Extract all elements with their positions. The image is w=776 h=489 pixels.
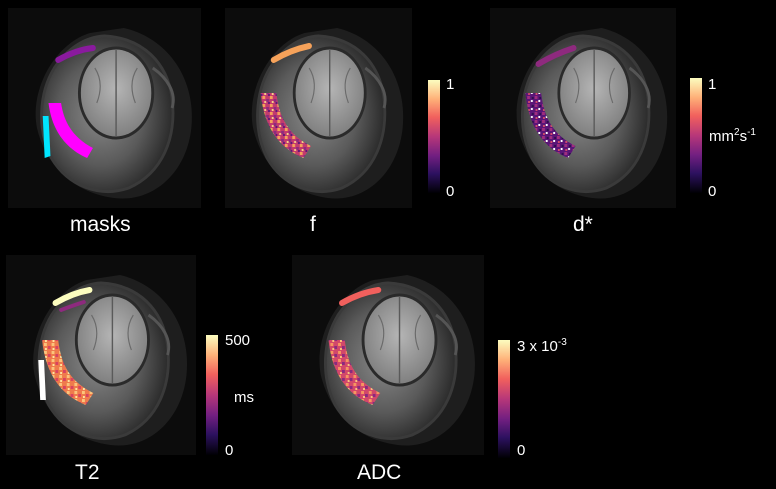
t2-colorbar-min: 0 bbox=[225, 442, 234, 459]
f-label: f bbox=[310, 213, 316, 236]
masks-image bbox=[8, 8, 201, 208]
adc-colorbar-max: 3 x 10-3 bbox=[517, 337, 567, 355]
adc-colorbar-min: 0 bbox=[517, 442, 526, 459]
t2-map-image bbox=[6, 255, 196, 455]
t2-label: T2 bbox=[75, 461, 100, 484]
masks-label: masks bbox=[70, 213, 131, 236]
adc-colorbar bbox=[498, 340, 510, 458]
dstar-colorbar-max: 1 bbox=[708, 76, 717, 93]
t2-colorbar bbox=[206, 335, 218, 455]
dstar-map-image bbox=[490, 8, 676, 208]
dstar-colorbar bbox=[690, 78, 702, 193]
t2-colorbar-max: 500 bbox=[225, 332, 251, 349]
f-colorbar-min: 0 bbox=[446, 183, 455, 200]
f-colorbar bbox=[428, 80, 440, 193]
adc-map-image bbox=[292, 255, 484, 455]
dstar-label: d* bbox=[573, 213, 593, 236]
dstar-colorbar-unit: mm2s-1 bbox=[709, 127, 756, 145]
f-map-image bbox=[225, 8, 412, 208]
t2-colorbar-unit: ms bbox=[234, 389, 254, 406]
adc-label: ADC bbox=[357, 461, 402, 484]
f-colorbar-max: 1 bbox=[446, 76, 455, 93]
dstar-colorbar-min: 0 bbox=[708, 183, 717, 200]
